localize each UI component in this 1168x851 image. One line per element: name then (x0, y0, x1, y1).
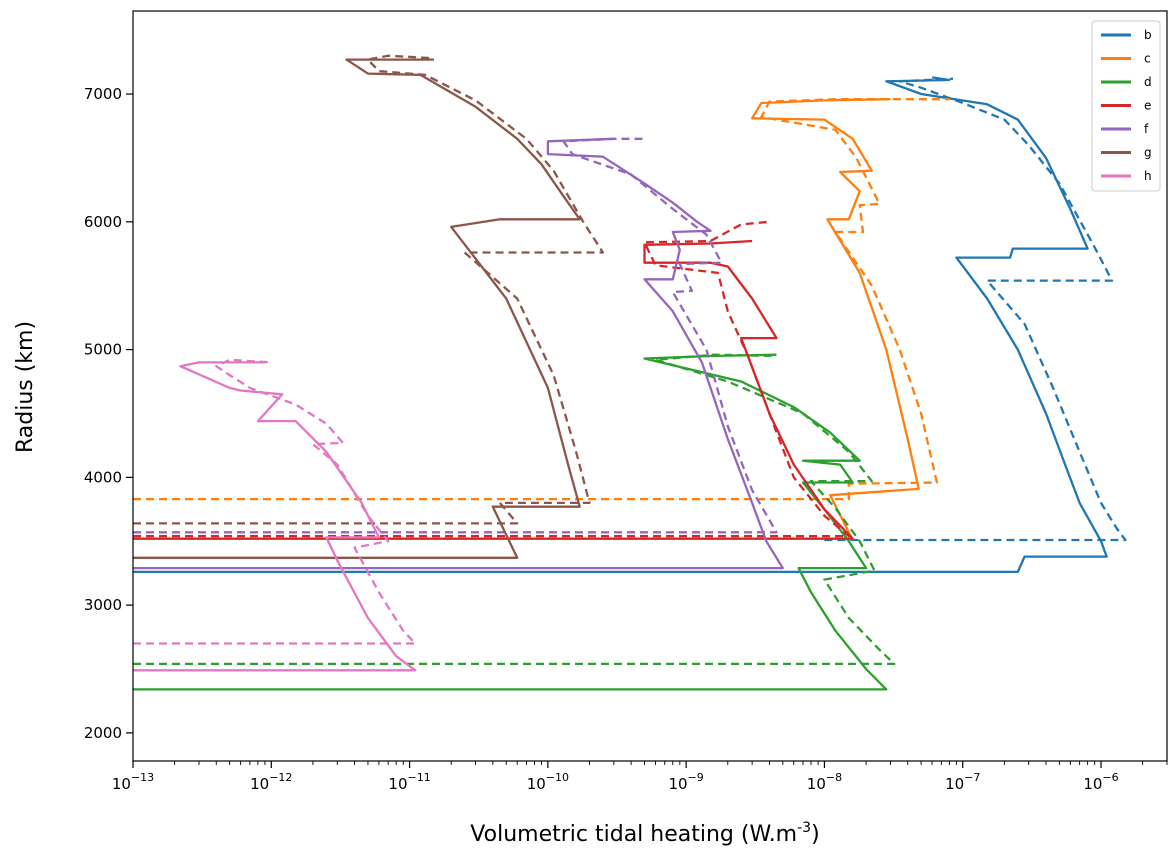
y-tick-label: 4000 (84, 468, 122, 486)
series-e-solid-line (133, 239, 854, 540)
legend-label-g: g (1144, 146, 1152, 160)
y-tick-label: 2000 (84, 724, 122, 742)
x-tick-label: 10−7 (945, 771, 980, 793)
x-tick-label: 10−10 (527, 771, 569, 793)
legend-label-e: e (1144, 99, 1151, 113)
x-tick-label: 10−8 (807, 771, 842, 793)
y-tick-label: 3000 (84, 596, 122, 614)
y-tick-label: 7000 (84, 85, 122, 103)
x-axis-ticks: 10−13 10−12 10−11 10−10 10−9 10−8 10−7 10−6 (112, 761, 1168, 793)
plot-frame (132, 10, 1168, 762)
series-f-dashed-line (133, 137, 778, 534)
legend-label-f: f (1144, 122, 1149, 136)
series-f-solid-line (133, 137, 784, 570)
series-g-solid-line (133, 58, 581, 559)
legend-label-h: h (1144, 169, 1152, 183)
series-d-solid-line (133, 353, 888, 691)
series-e-dashed-line (133, 220, 850, 538)
y-tick-label: 5000 (84, 341, 122, 359)
legend-label-b: b (1144, 28, 1152, 42)
series-b-solid-line (133, 76, 1108, 574)
x-axis-label: Volumetric tidal heating (W.m-3) (470, 820, 819, 847)
x-tick-label: 10−11 (388, 771, 430, 793)
y-axis-ticks: 2000 3000 4000 5000 6000 7000 (84, 85, 133, 742)
series-h-dashed-line (133, 358, 417, 645)
y-tick-label: 6000 (84, 213, 122, 231)
series-d-dashed-line (133, 353, 896, 666)
legend-label-d: d (1144, 75, 1152, 89)
x-tick-label: 10−13 (112, 771, 154, 793)
series-c-dashed-line (133, 98, 950, 501)
x-tick-label: 10−12 (250, 771, 292, 793)
x-tick-label: 10−9 (668, 771, 703, 793)
series-c-solid-line (750, 98, 920, 541)
series-h-solid-line (133, 361, 417, 672)
series-g-dashed-line (133, 54, 605, 525)
series-layer (133, 54, 1127, 691)
legend-label-c: c (1144, 52, 1151, 66)
y-axis-label: Radius (km) (13, 321, 38, 453)
x-tick-label: 10−6 (1083, 771, 1118, 793)
